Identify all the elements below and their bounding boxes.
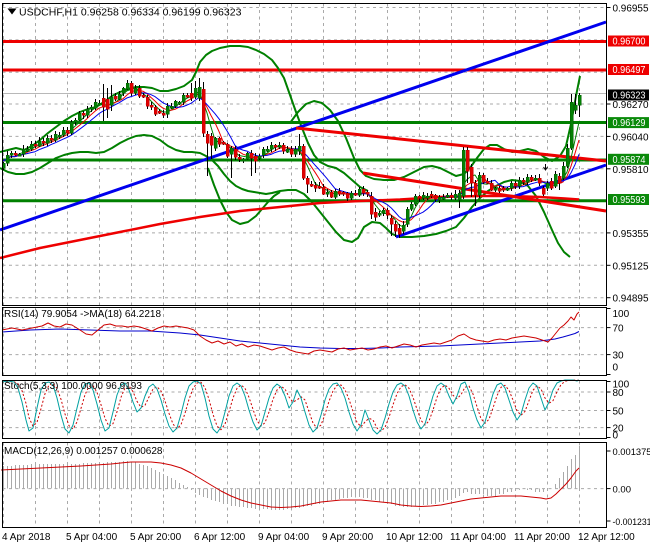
svg-text:0.95125: 0.95125 xyxy=(613,261,649,272)
svg-text:30: 30 xyxy=(613,351,625,362)
svg-text:0.96040: 0.96040 xyxy=(613,132,649,143)
svg-text:0.96270: 0.96270 xyxy=(613,100,649,111)
svg-text:0.95355: 0.95355 xyxy=(613,229,649,240)
svg-text:MACD(12,26,9) 0.001257 0.00062: MACD(12,26,9) 0.001257 0.000628 xyxy=(4,446,163,457)
svg-text:9 Apr 20:00: 9 Apr 20:00 xyxy=(322,532,374,543)
svg-text:0: 0 xyxy=(613,431,619,442)
svg-text:100: 100 xyxy=(613,380,630,391)
svg-text:0: 0 xyxy=(613,363,619,374)
svg-text:0.96955: 0.96955 xyxy=(613,4,649,15)
svg-text:Stoch(5,3,3) 100.0000 96.9193: Stoch(5,3,3) 100.0000 96.9193 xyxy=(4,381,142,392)
svg-text:100: 100 xyxy=(613,309,630,320)
svg-text:5 Apr 04:00: 5 Apr 04:00 xyxy=(66,532,118,543)
svg-text:70: 70 xyxy=(613,324,625,335)
svg-text:0.95874: 0.95874 xyxy=(613,155,646,166)
svg-text:10 Apr 12:00: 10 Apr 12:00 xyxy=(386,532,443,543)
svg-text:5 Apr 20:00: 5 Apr 20:00 xyxy=(130,532,182,543)
svg-text:11 Apr 04:00: 11 Apr 04:00 xyxy=(450,532,506,543)
svg-text:-0.001231: -0.001231 xyxy=(613,517,650,528)
svg-text:0.94895: 0.94895 xyxy=(613,294,649,305)
svg-text:0.00: 0.00 xyxy=(613,485,632,496)
svg-text:0.95593: 0.95593 xyxy=(613,195,646,206)
svg-text:50: 50 xyxy=(613,407,625,418)
svg-text:0.96497: 0.96497 xyxy=(613,65,646,76)
svg-text:80: 80 xyxy=(613,388,625,399)
svg-text:12 Apr 12:00: 12 Apr 12:00 xyxy=(578,532,635,543)
svg-text:20: 20 xyxy=(613,424,625,435)
svg-text:11 Apr 20:00: 11 Apr 20:00 xyxy=(514,532,570,543)
svg-text:0.96129: 0.96129 xyxy=(613,118,646,129)
svg-text:0.001375: 0.001375 xyxy=(613,447,650,458)
svg-text:9 Apr 04:00: 9 Apr 04:00 xyxy=(258,532,310,543)
svg-text:0.96323: 0.96323 xyxy=(613,91,646,102)
svg-text:USDCHF,H1 0.96258 0.96334 0.9: USDCHF,H1 0.96258 0.96334 0.96199 0.9632… xyxy=(19,7,242,19)
svg-text:RSI(14) 79.9054 ->MA(18) 64.2: RSI(14) 79.9054 ->MA(18) 64.2218 xyxy=(4,309,161,320)
svg-text:0.95810: 0.95810 xyxy=(613,165,649,176)
svg-text:6 Apr 12:00: 6 Apr 12:00 xyxy=(194,532,246,543)
svg-text:4 Apr 2018: 4 Apr 2018 xyxy=(2,532,51,543)
svg-text:0.96700: 0.96700 xyxy=(613,37,646,48)
